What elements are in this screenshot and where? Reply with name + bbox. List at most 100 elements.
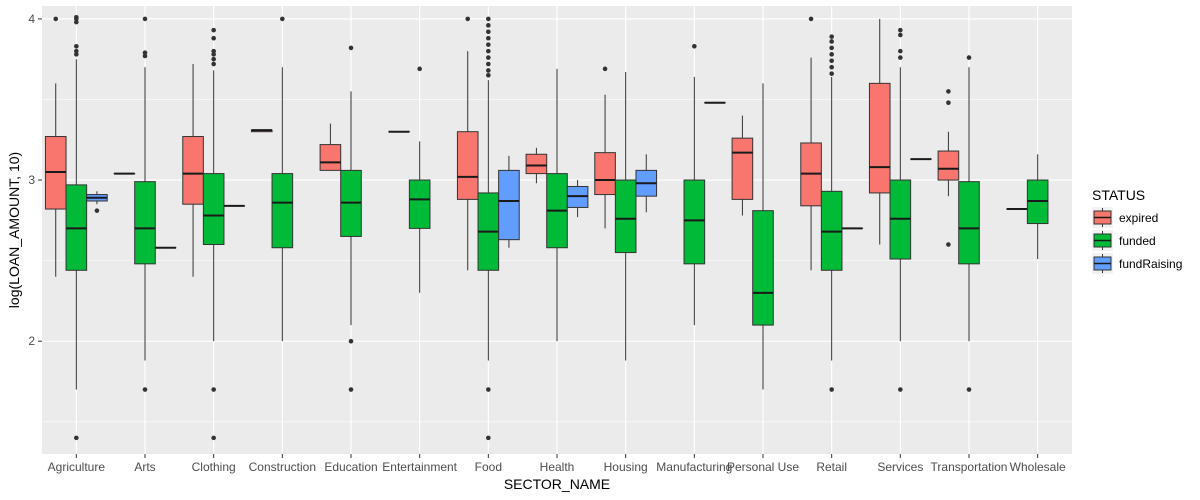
outlier-point bbox=[74, 52, 79, 57]
box-food-expired bbox=[456, 16, 479, 271]
outlier-point bbox=[829, 52, 834, 57]
outlier-point bbox=[898, 27, 903, 33]
x-tick-label: Entertainment bbox=[382, 460, 457, 474]
box-iqr bbox=[731, 137, 754, 200]
outlier-point bbox=[142, 53, 148, 59]
box-manufacturing-funded bbox=[683, 43, 706, 326]
outlier-point bbox=[486, 23, 491, 28]
legend-entry-fundraising: fundRaising bbox=[1092, 253, 1182, 274]
outlier-point bbox=[946, 89, 951, 94]
outlier-point bbox=[898, 387, 903, 392]
outlier-point bbox=[211, 52, 216, 57]
outlier-point bbox=[829, 58, 834, 64]
outlier-point bbox=[465, 16, 471, 22]
box-iqr bbox=[408, 179, 431, 229]
box-iqr bbox=[958, 181, 980, 265]
outlier-point bbox=[211, 48, 216, 54]
outlier-point bbox=[211, 61, 216, 67]
box-iqr bbox=[594, 152, 616, 196]
outlier-point bbox=[486, 435, 491, 441]
outlier-point bbox=[211, 387, 216, 392]
outlier-point bbox=[829, 45, 834, 51]
outlier-point bbox=[829, 39, 834, 44]
box-clothing-expired bbox=[182, 64, 204, 277]
box-food-fundraising bbox=[498, 155, 520, 248]
outlier-point bbox=[946, 242, 951, 247]
outlier-point bbox=[211, 35, 216, 41]
outlier-point bbox=[829, 71, 834, 76]
box-iqr bbox=[134, 181, 156, 265]
outlier-point bbox=[417, 66, 422, 72]
box-iqr bbox=[525, 153, 548, 175]
outlier-point bbox=[142, 50, 148, 56]
y-axis-title: log(LOAN_AMOUNT, 10) bbox=[6, 152, 22, 308]
x-axis: Agriculture Arts Clothing Construction Educa… bbox=[48, 454, 1066, 474]
outlier-point bbox=[348, 45, 354, 51]
outlier-point bbox=[486, 72, 491, 78]
y-tick-label: 3 bbox=[28, 173, 35, 187]
box-iqr bbox=[456, 131, 479, 200]
outlier-point bbox=[486, 16, 491, 22]
outlier-point bbox=[142, 16, 148, 22]
box-iqr bbox=[182, 136, 204, 205]
outlier-point bbox=[74, 48, 79, 54]
outlier-point bbox=[829, 387, 834, 392]
box-health-expired bbox=[525, 147, 548, 184]
outlier-point bbox=[486, 29, 491, 35]
box-housing-expired bbox=[594, 66, 616, 229]
outlier-point bbox=[486, 61, 491, 67]
box-transportation-expired bbox=[937, 89, 960, 247]
outlier-point bbox=[53, 16, 59, 22]
outlier-point bbox=[486, 42, 491, 47]
outlier-point bbox=[898, 48, 903, 54]
x-tick-label: Wholesale bbox=[1010, 460, 1066, 474]
box-housing-fundraising bbox=[635, 154, 658, 213]
outlier-point bbox=[74, 19, 79, 25]
outlier-point bbox=[829, 34, 834, 39]
y-tick-label: 2 bbox=[28, 334, 35, 348]
outlier-point bbox=[211, 435, 216, 441]
y-tick-label: 4 bbox=[28, 12, 35, 26]
x-tick-label: Retail bbox=[816, 460, 847, 474]
x-tick-label: Construction bbox=[249, 460, 316, 474]
outlier-point bbox=[692, 43, 697, 49]
x-axis-title: SECTOR_NAME bbox=[504, 476, 610, 492]
box-services-expired bbox=[868, 18, 891, 245]
box-agriculture-funded bbox=[65, 14, 88, 441]
outlier-point bbox=[348, 338, 354, 344]
outlier-point bbox=[486, 387, 491, 392]
outlier-point bbox=[946, 100, 951, 105]
box-iqr bbox=[271, 173, 294, 249]
outlier-point bbox=[74, 435, 79, 441]
outlier-point bbox=[94, 208, 100, 213]
x-tick-label: Arts bbox=[134, 460, 155, 474]
outlier-point bbox=[602, 66, 608, 72]
legend: STATUS expired funded fundRaising bbox=[1092, 187, 1182, 274]
legend-label: expired bbox=[1119, 211, 1158, 225]
x-tick-label: Clothing bbox=[192, 460, 236, 474]
outlier-point bbox=[211, 56, 216, 62]
box-health-fundraising bbox=[566, 180, 589, 218]
outlier-point bbox=[486, 55, 491, 60]
outlier-point bbox=[966, 55, 972, 60]
outlier-point bbox=[142, 387, 148, 392]
box-clothing-funded bbox=[202, 27, 225, 441]
outlier-point bbox=[211, 27, 216, 33]
box-retail-funded bbox=[820, 34, 843, 392]
x-tick-label: Food bbox=[475, 460, 502, 474]
legend-entry-expired: expired bbox=[1092, 207, 1158, 228]
x-tick-label: Services bbox=[877, 460, 923, 474]
box-iqr bbox=[868, 82, 891, 194]
outlier-point bbox=[486, 35, 491, 41]
box-arts-funded bbox=[134, 16, 156, 392]
box-education-expired bbox=[319, 123, 342, 171]
y-axis: 2 3 4 bbox=[28, 12, 42, 348]
box-iqr bbox=[202, 173, 225, 246]
x-tick-label: Health bbox=[540, 460, 575, 474]
box-personal-use-expired bbox=[731, 115, 754, 216]
box-iqr bbox=[683, 179, 706, 265]
outlier-point bbox=[808, 16, 814, 22]
outlier-point bbox=[486, 48, 491, 54]
box-iqr bbox=[937, 150, 960, 181]
